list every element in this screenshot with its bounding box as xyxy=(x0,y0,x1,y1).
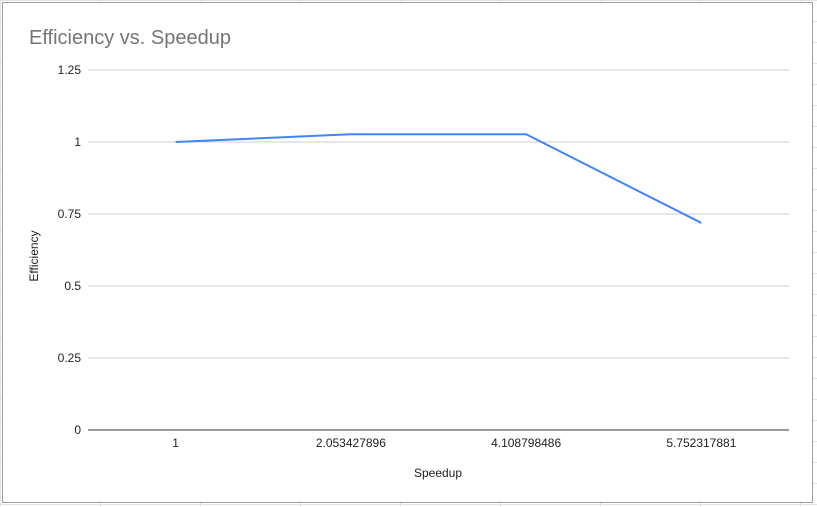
x-axis-title: Speedup xyxy=(414,466,462,480)
x-tick-label: 5.752317881 xyxy=(666,436,736,450)
y-tick-label: 0.25 xyxy=(58,351,82,365)
x-axis-tick-labels: 1 2.053427896 4.108798486 5.752317881 xyxy=(172,436,736,450)
y-tick-label: 0.5 xyxy=(64,279,81,293)
series-line xyxy=(176,134,702,223)
x-tick-label: 2.053427896 xyxy=(316,436,386,450)
y-tick-label: 1 xyxy=(74,135,81,149)
y-axis-tick-labels: 0 0.25 0.5 0.75 1 1.25 xyxy=(58,63,82,437)
series-layer xyxy=(176,134,702,223)
y-axis-title: Efficiency xyxy=(27,230,41,281)
x-tick-label: 1 xyxy=(172,436,179,450)
x-tick-label: 4.108798486 xyxy=(491,436,561,450)
gridlines xyxy=(88,70,789,430)
y-tick-label: 0 xyxy=(74,423,81,437)
y-tick-label: 0.75 xyxy=(58,207,82,221)
y-tick-label: 1.25 xyxy=(58,63,82,77)
